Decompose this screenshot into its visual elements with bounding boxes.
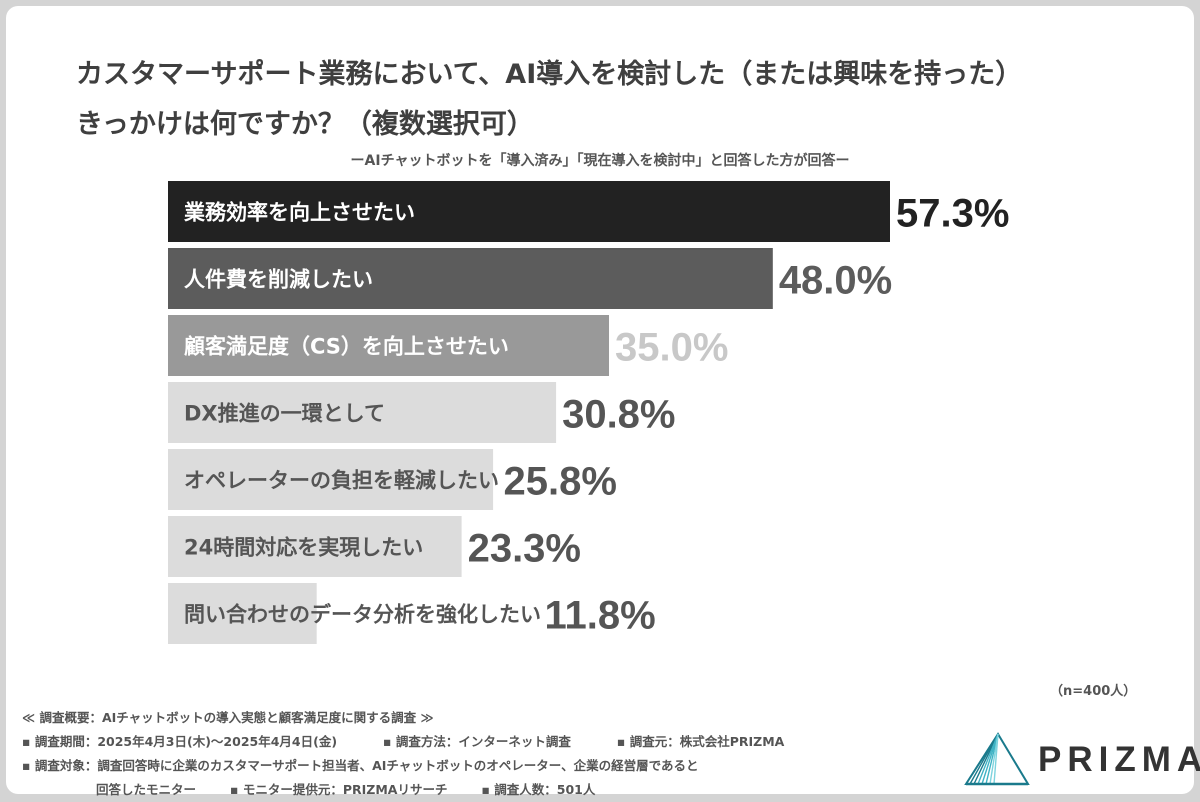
- footer-count: ▪ 調査人数：501人: [481, 782, 596, 797]
- survey-footer: ≪ 調査概要：AIチャットボットの導入実態と顧客満足度に関する調査 ≫ ▪ 調査…: [22, 706, 784, 802]
- footer-source: ▪ 調査元：株式会社PRIZMA: [616, 734, 785, 749]
- bar-1: [168, 181, 890, 242]
- footer-target-cont: 回答したモニター: [96, 782, 197, 797]
- bar-6: [168, 516, 462, 577]
- footer-row-2: ▪ 調査期間：2025年4月3日(木)〜2025年4月4日(金) ▪ 調査方法：イ…: [22, 730, 784, 754]
- bar-label-3: 顧客満足度（CS）を向上させたい: [184, 335, 509, 359]
- bar-3: [168, 315, 610, 376]
- bar-label-6: 24時間対応を実現したい: [184, 536, 423, 560]
- footer-method: ▪ 調査方法：インターネット調査: [383, 734, 571, 749]
- value-label-6: 23.3%: [468, 527, 581, 571]
- bar-label-4: DX推進の一環として: [184, 402, 385, 426]
- value-label-2: 48.0%: [779, 259, 892, 303]
- logo-ray: [993, 733, 999, 785]
- footer-provider: ▪ モニター提供元：PRIZMAリサーチ: [230, 782, 448, 797]
- bar-7: [168, 583, 317, 644]
- bar-5: [168, 449, 494, 510]
- value-label-3: 35.0%: [615, 326, 728, 370]
- prizma-logo: [964, 732, 1030, 786]
- footer-heading: ≪ 調査概要：AIチャットボットの導入実態と顧客満足度に関する調査 ≫: [22, 710, 434, 725]
- value-label-1: 57.3%: [896, 192, 1009, 236]
- bar-4: [168, 382, 557, 443]
- bar-label-5: オペレーターの負担を軽減したい: [184, 469, 499, 493]
- bar-label-7: 問い合わせのデータ分析を強化したい: [184, 603, 541, 627]
- chart-subtitle: ーAIチャットボットを「導入済み」「現在導入を検討中」と回答した方が回答ー: [350, 153, 850, 169]
- prizma-logo-text: PRIZMA: [1038, 740, 1200, 779]
- title-line-2: きっかけは何ですか？（複数選択可）: [76, 109, 534, 140]
- footer-period: ▪ 調査期間：2025年4月3日(木)〜2025年4月4日(金): [22, 734, 338, 749]
- bar-label-1: 業務効率を向上させたい: [184, 201, 415, 225]
- title-line-1: カスタマーサポート業務において、AI導入を検討した（または興味を持った）: [76, 59, 1023, 90]
- prizma-triangle-icon: [964, 732, 1030, 786]
- bar-2: [168, 248, 773, 309]
- sample-size: （n=400人）: [1050, 684, 1137, 699]
- footer-target: ▪ 調査対象：調査回答時に企業のカスタマーサポート担当者、AIチャットボットのオ…: [22, 758, 699, 773]
- value-label-4: 30.8%: [562, 393, 675, 437]
- bar-label-2: 人件費を削減したい: [184, 268, 373, 292]
- value-label-7: 11.8%: [545, 594, 656, 638]
- chart-title: カスタマーサポート業務において、AI導入を検討した（または興味を持った） きっか…: [76, 50, 1156, 150]
- footer-row-4: 回答したモニター ▪ モニター提供元：PRIZMAリサーチ ▪ 調査人数：501人: [22, 778, 784, 802]
- value-label-5: 25.8%: [504, 460, 617, 504]
